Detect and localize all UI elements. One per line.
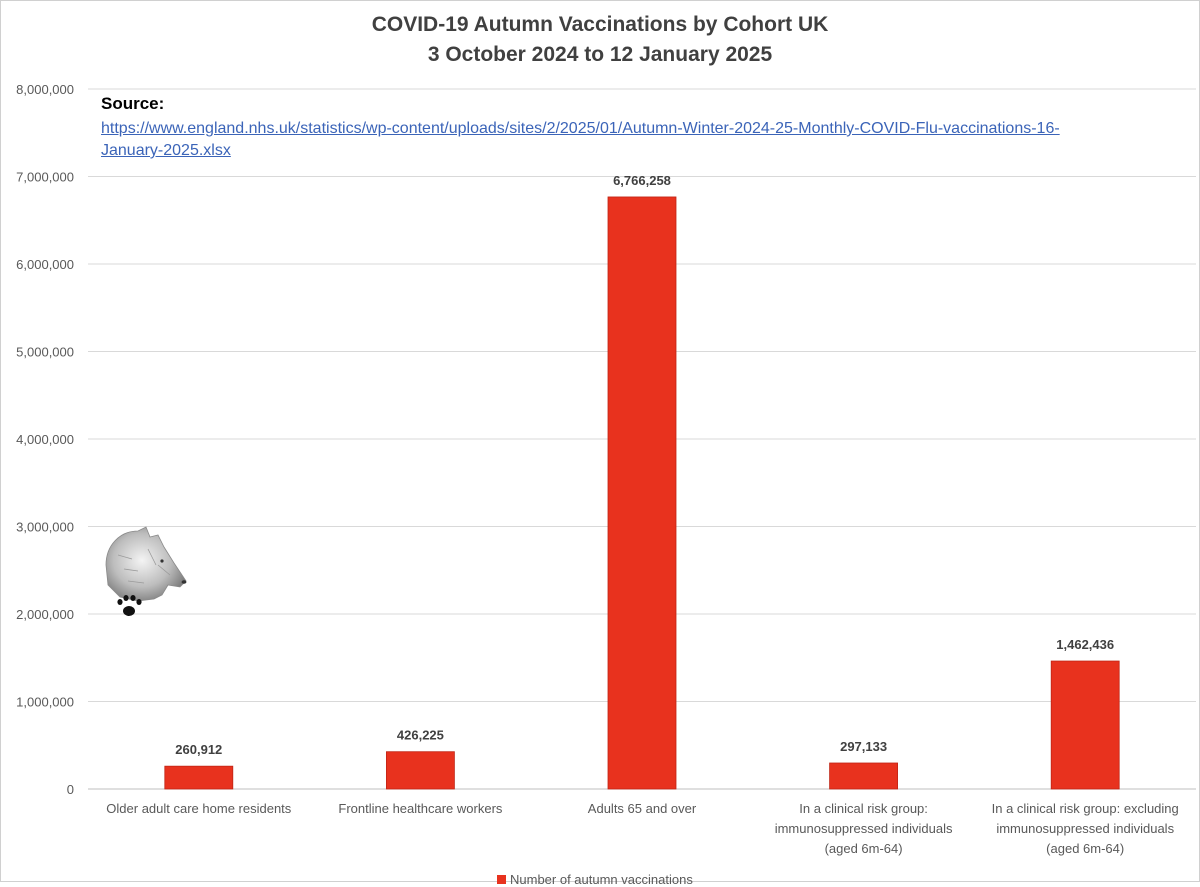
data-label: 260,912 [175, 742, 222, 757]
x-tick-label: Adults 65 and over [588, 801, 697, 816]
bar [164, 765, 234, 790]
source-label: Source: [101, 94, 165, 113]
chart-title: COVID-19 Autumn Vaccinations by Cohort U… [371, 13, 829, 36]
y-tick-label: 5,000,000 [16, 345, 74, 360]
y-tick-label: 1,000,000 [16, 695, 74, 710]
bar [607, 196, 677, 790]
legend: Number of autumn vaccinations [497, 872, 693, 887]
y-tick-label: 6,000,000 [16, 257, 74, 272]
x-tick-label: In a clinical risk group: [799, 801, 928, 816]
x-tick-label: immunosuppressed individuals [775, 821, 953, 836]
wolf-logo [105, 526, 187, 616]
data-label: 1,462,436 [1056, 637, 1114, 652]
data-label: 297,133 [840, 739, 887, 754]
legend-swatch [497, 875, 506, 884]
data-label: 426,225 [397, 728, 444, 743]
bar [829, 762, 898, 790]
x-tick-label: (aged 6m-64) [825, 841, 903, 856]
bar [1050, 660, 1120, 790]
x-tick-label: Frontline healthcare workers [338, 801, 503, 816]
x-tick-label: In a clinical risk group: excluding [992, 801, 1179, 816]
chart-subtitle: 3 October 2024 to 12 January 2025 [427, 43, 773, 66]
x-tick-label: immunosuppressed individuals [996, 821, 1174, 836]
x-tick-label: (aged 6m-64) [1046, 841, 1124, 856]
y-tick-label: 8,000,000 [16, 82, 74, 97]
y-axis-tick-labels: 0 1,000,000 2,000,000 3,000,000 4,000,000 5,0… [16, 82, 74, 797]
y-tick-label: 2,000,000 [16, 607, 74, 622]
bar [385, 751, 455, 790]
x-axis-category-labels: Older adult care home residents Frontline… [106, 801, 1178, 856]
source-link[interactable]: https://www.england.nhs.uk/statistics/wp… [101, 120, 1060, 159]
y-tick-label: 7,000,000 [16, 170, 74, 185]
data-labels: 260,912 426,225 6,766,258 297,133 1,462,436 [175, 173, 1114, 757]
y-tick-label: 0 [67, 782, 74, 797]
y-tick-label: 3,000,000 [16, 520, 74, 535]
legend-label: Number of autumn vaccinations [510, 872, 693, 887]
x-tick-label: Older adult care home residents [106, 801, 291, 816]
bars [164, 196, 1120, 790]
y-tick-label: 4,000,000 [16, 432, 74, 447]
data-label: 6,766,258 [613, 173, 671, 188]
